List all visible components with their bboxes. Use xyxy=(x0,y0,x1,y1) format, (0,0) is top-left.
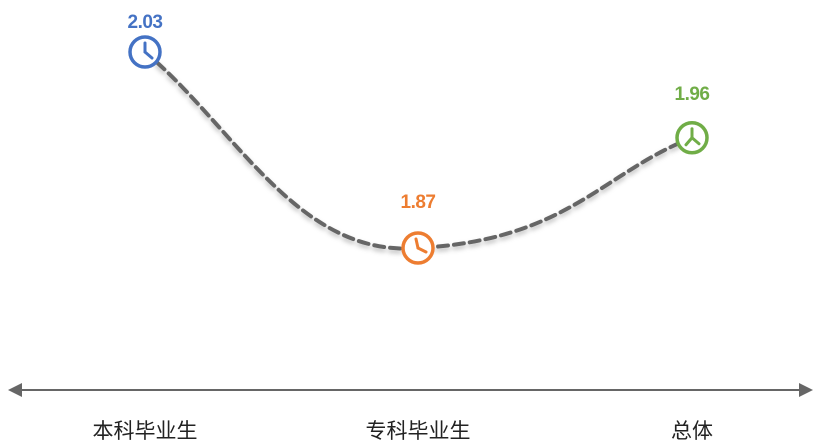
data-points xyxy=(128,35,709,265)
data-point-1-clock-icon xyxy=(128,35,162,69)
clock-hand xyxy=(690,136,701,146)
x-axis-arrow-left xyxy=(8,383,22,397)
data-point-3-clock-icon xyxy=(675,121,709,155)
clock-hand xyxy=(684,136,694,147)
clock-hand xyxy=(416,246,428,254)
x-axis xyxy=(8,383,813,397)
x-tick-label-3: 总体 xyxy=(671,419,713,441)
data-point-2-clock-icon xyxy=(401,231,435,265)
data-label-1: 2.03 xyxy=(128,12,163,33)
x-axis-tick-labels: 本科毕业生 专科毕业生 总体 xyxy=(93,419,714,441)
data-labels: 2.03 1.87 1.96 xyxy=(128,12,710,213)
series-line-group xyxy=(143,50,694,251)
data-label-3: 1.96 xyxy=(675,84,710,105)
x-tick-label-2: 专科毕业生 xyxy=(366,419,471,441)
data-label-2: 1.87 xyxy=(401,192,436,213)
x-tick-label-1: 本科毕业生 xyxy=(93,419,198,441)
x-axis-arrow-right xyxy=(799,383,813,397)
series-line xyxy=(143,50,694,251)
clock-hand xyxy=(414,237,420,250)
clock-hand xyxy=(143,50,154,60)
